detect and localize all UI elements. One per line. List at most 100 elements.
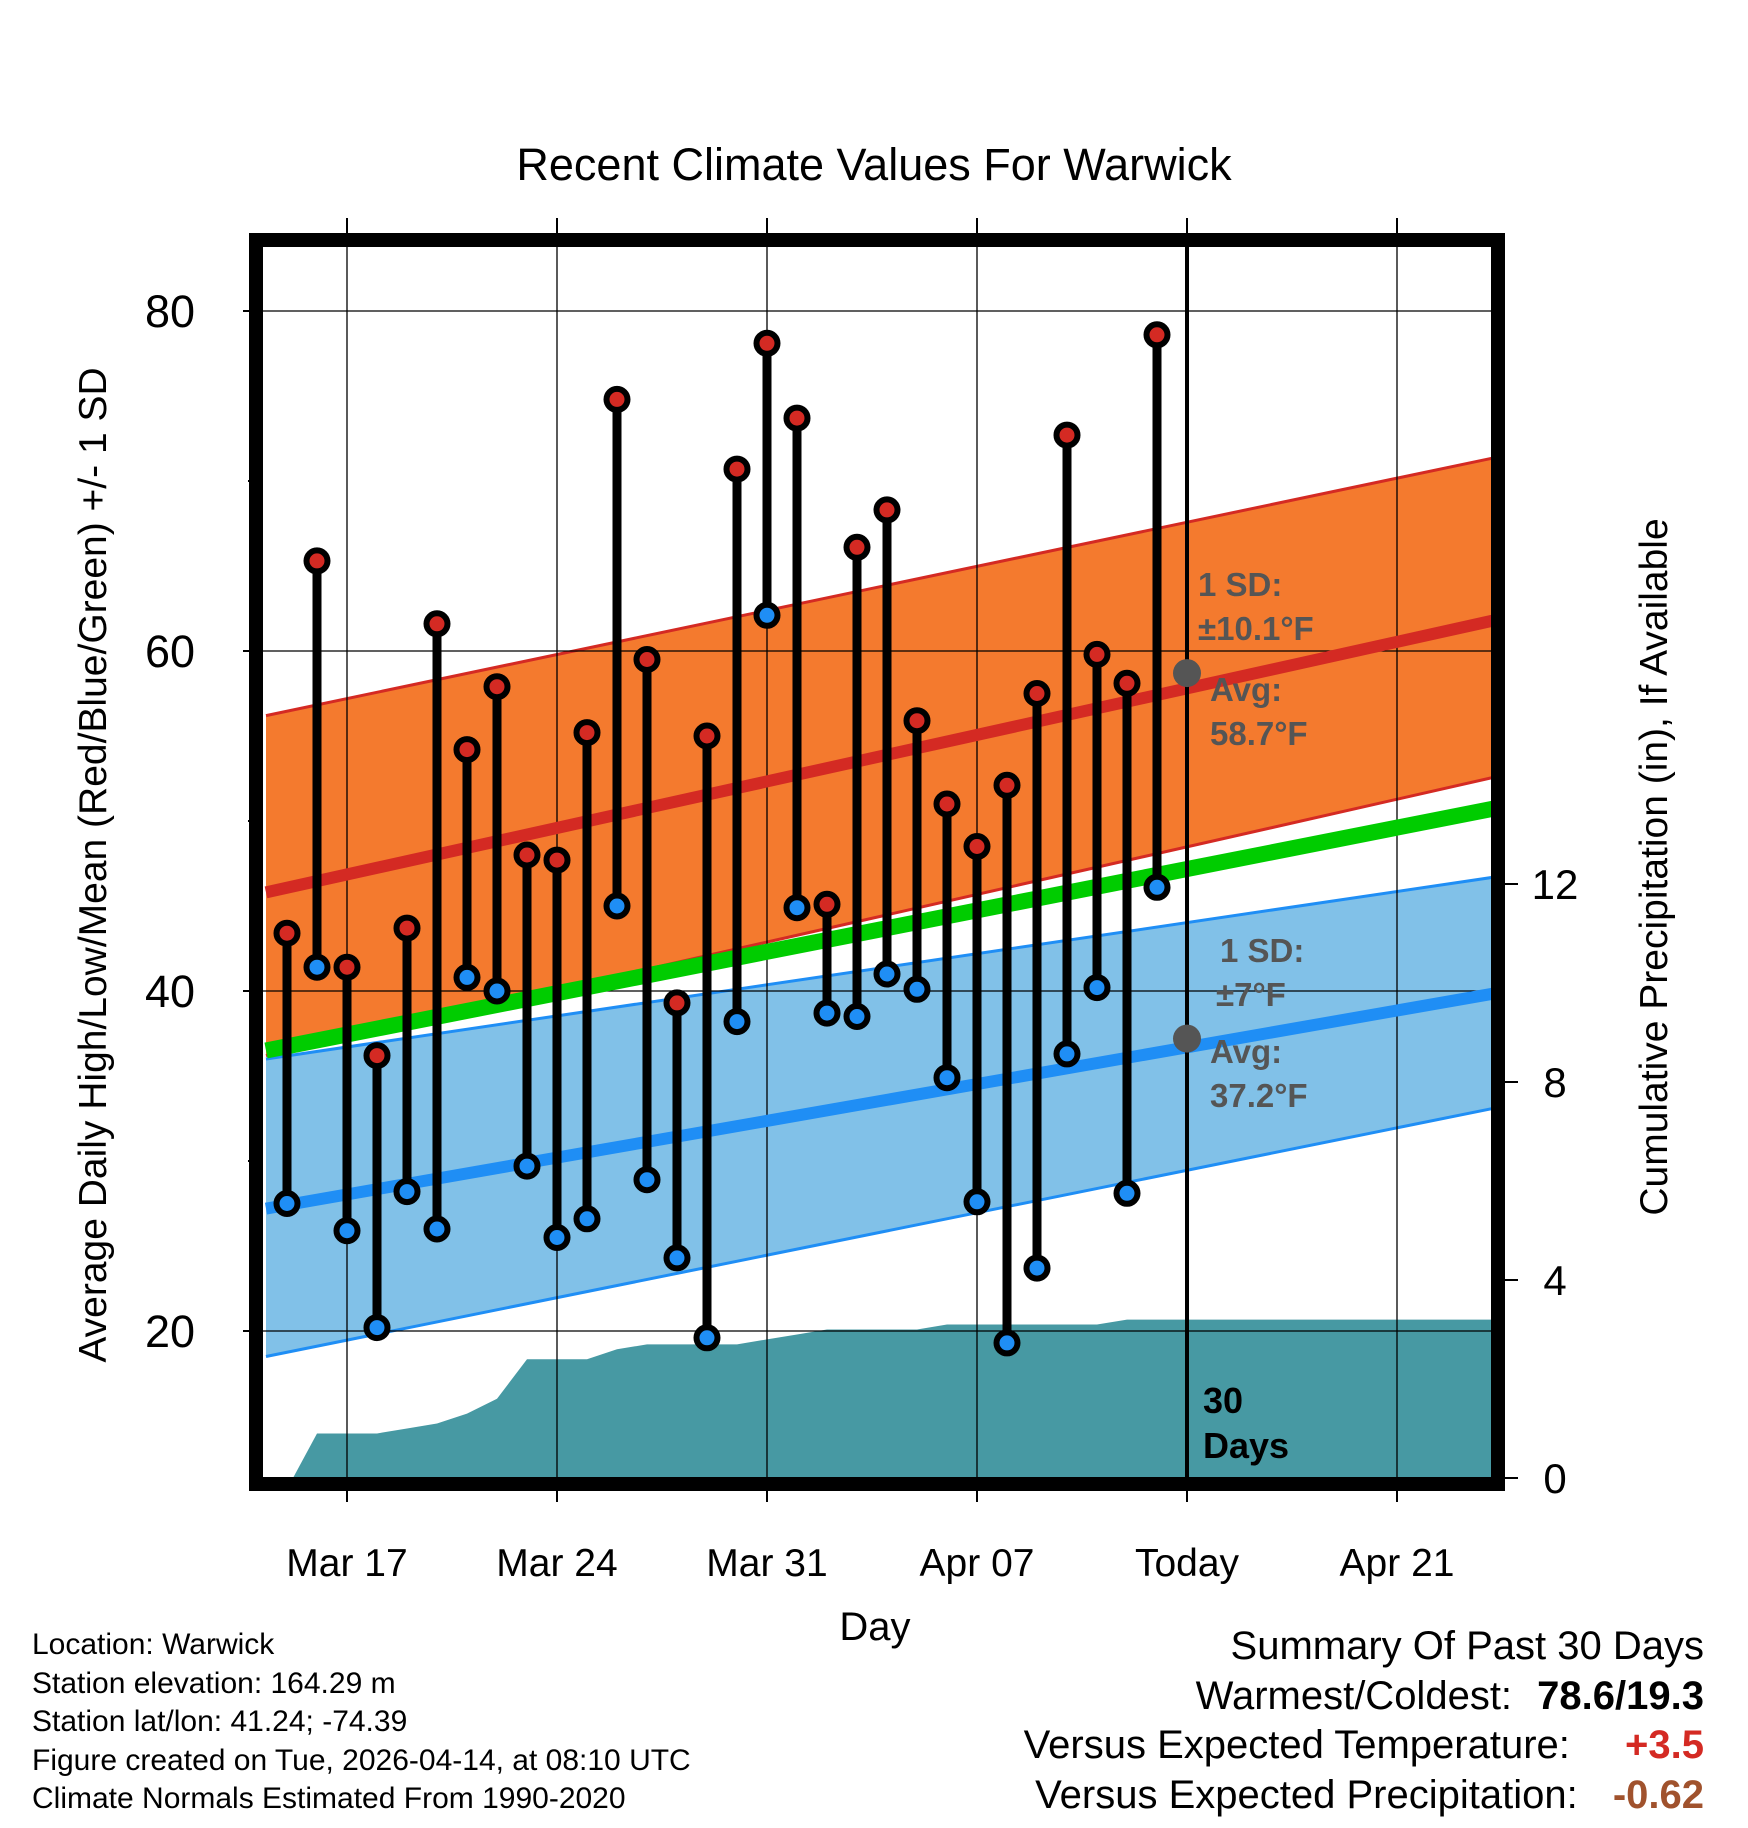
- low-point: [963, 1188, 991, 1216]
- high-sd-value: ±10.1°F: [1198, 610, 1314, 647]
- chart-title: Recent Climate Values For Warwick: [516, 139, 1232, 190]
- high-point: [783, 404, 811, 432]
- high-point: [843, 533, 871, 561]
- summary-temp: Versus Expected Temperature: +3.5: [1024, 1723, 1704, 1768]
- high-point: [933, 790, 961, 818]
- low-point: [363, 1314, 391, 1342]
- normals-text: Climate Normals Estimated From 1990-2020: [32, 1782, 626, 1815]
- high-avg-label: Avg:: [1210, 671, 1282, 708]
- summary-precip: Versus Expected Precipitation: -0.62: [1035, 1773, 1704, 1818]
- high-point: [723, 455, 751, 483]
- low-point: [423, 1215, 451, 1243]
- high-point: [513, 841, 541, 869]
- high-avg-value: 58.7°F: [1210, 715, 1308, 752]
- precip-area: [293, 1319, 1492, 1478]
- low-sd-lower-edge: [265, 1107, 1492, 1358]
- high-point: [603, 385, 631, 413]
- high-point: [1053, 421, 1081, 449]
- high-point: [1083, 640, 1111, 668]
- low-point: [1053, 1040, 1081, 1068]
- low-point: [783, 894, 811, 922]
- location-text: Location: Warwick: [32, 1628, 275, 1661]
- low-point: [903, 975, 931, 1003]
- elevation-text: Station elevation: 164.29 m: [32, 1666, 396, 1700]
- created-text: Figure created on Tue, 2026-04-14, at 08…: [32, 1743, 691, 1777]
- normal-low-line: [264, 987, 1492, 1215]
- x-tick-label: Apr 07: [920, 1542, 1035, 1585]
- plot-frame: [249, 233, 1505, 1491]
- low-point: [303, 953, 331, 981]
- high-point: [423, 610, 451, 638]
- low-point: [1113, 1179, 1141, 1207]
- low-sd-upper-edge: [265, 875, 1492, 1061]
- y-tick-label-left: 60: [145, 626, 195, 677]
- high-point: [1113, 669, 1141, 697]
- warm-cold-value: 78.6/19.3: [1537, 1674, 1704, 1718]
- y-tick-label-left: 80: [145, 286, 195, 337]
- x-tick-label: Mar 31: [706, 1542, 827, 1585]
- high-point: [543, 846, 571, 874]
- high-point: [453, 736, 481, 764]
- warm-cold-label: Warmest/Coldest:: [1195, 1674, 1513, 1718]
- high-point: [993, 771, 1021, 799]
- high-point: [573, 719, 601, 747]
- low-point: [633, 1166, 661, 1194]
- high-point: [303, 547, 331, 575]
- x-tick-label: Today: [1135, 1542, 1240, 1585]
- x-tick-label: Mar 17: [286, 1542, 407, 1585]
- low-point: [873, 960, 901, 988]
- precip-label: Versus Expected Precipitation:: [1035, 1773, 1578, 1817]
- low-point: [723, 1008, 751, 1036]
- summary-title: Summary Of Past 30 Days: [1230, 1624, 1704, 1668]
- high-point: [753, 329, 781, 357]
- high-point: [393, 914, 421, 942]
- low-point: [1143, 873, 1171, 901]
- low-point: [603, 892, 631, 920]
- low-point: [813, 999, 841, 1027]
- x-axis-label: Day: [839, 1605, 910, 1649]
- high-sd-label: 1 SD:: [1198, 566, 1282, 603]
- high-avg-marker: [1173, 659, 1201, 688]
- low-point: [453, 963, 481, 991]
- low-point: [573, 1205, 601, 1233]
- station-info: Location: Warwick Station elevation: 164…: [32, 1626, 691, 1819]
- low-point: [543, 1224, 571, 1251]
- low-avg-marker: [1173, 1024, 1201, 1053]
- low-point: [273, 1190, 301, 1217]
- high-point: [963, 833, 991, 860]
- low-avg-value: 37.2°F: [1210, 1077, 1308, 1114]
- high-point: [363, 1042, 391, 1070]
- normal-mean-line: [264, 800, 1492, 1059]
- high-point: [1023, 680, 1051, 707]
- high-point: [273, 919, 301, 947]
- x-tick-label: Apr 21: [1340, 1542, 1455, 1585]
- high-point: [663, 989, 691, 1017]
- low-sd-label: 1 SD:: [1220, 932, 1304, 969]
- y-tick-label-left: 20: [145, 1306, 195, 1357]
- low-point: [513, 1152, 541, 1180]
- high-sd-upper-edge: [265, 456, 1492, 718]
- low-point: [1083, 974, 1111, 1002]
- low-point: [753, 601, 781, 629]
- high-point: [483, 673, 511, 701]
- period-label-unit: Days: [1203, 1425, 1289, 1466]
- y-tick-label-left: 40: [145, 966, 195, 1017]
- y-axis-label-right: Cumulative Precipitation (in), If Availa…: [1633, 518, 1676, 1215]
- low-point: [933, 1064, 961, 1092]
- normal-high-line: [264, 614, 1492, 899]
- high-point: [693, 722, 721, 750]
- y-tick-label-right: 4: [1543, 1257, 1566, 1304]
- y-tick-label-right: 8: [1543, 1059, 1566, 1106]
- x-tick-label: Mar 24: [496, 1542, 617, 1585]
- low-point: [663, 1244, 691, 1272]
- high-point: [633, 646, 661, 673]
- low-point: [993, 1329, 1021, 1357]
- y-axis-label-left: Average Daily High/Low/Mean (Red/Blue/Gr…: [72, 367, 115, 1362]
- low-point: [693, 1324, 721, 1352]
- y-tick-label-right: 12: [1532, 861, 1579, 908]
- high-point: [903, 707, 931, 735]
- low-point: [483, 977, 511, 1005]
- period-label-number: 30: [1203, 1380, 1243, 1421]
- low-sd-value: ±7°F: [1216, 976, 1286, 1013]
